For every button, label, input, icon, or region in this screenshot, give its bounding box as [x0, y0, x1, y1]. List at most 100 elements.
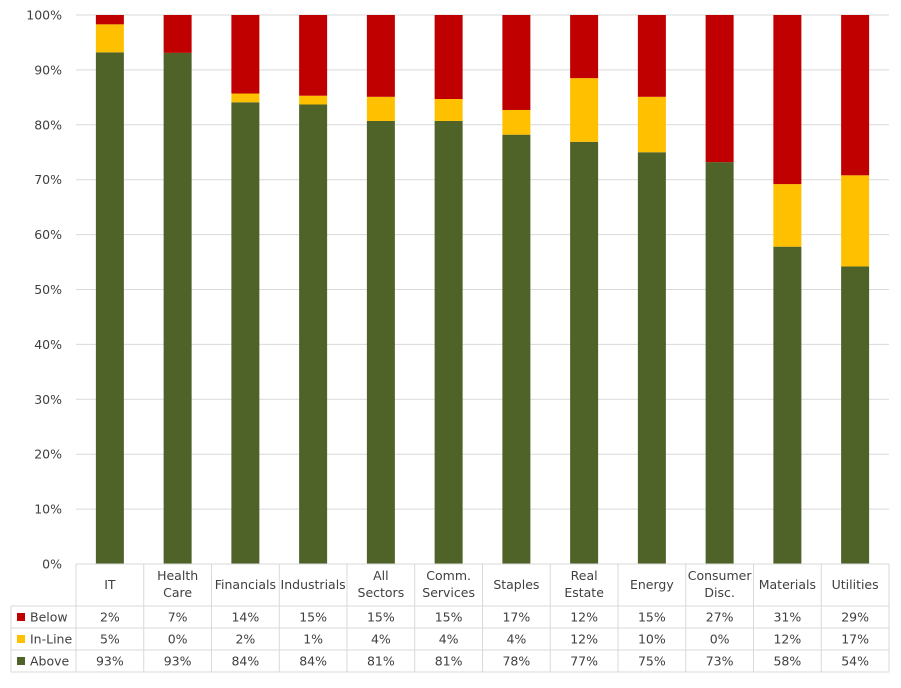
data-label: 75%	[638, 654, 666, 669]
data-label: 78%	[502, 654, 530, 669]
data-label: 4%	[439, 632, 459, 647]
bars	[95, 15, 870, 565]
legend-swatch-above	[17, 657, 25, 665]
data-label: 93%	[164, 654, 192, 669]
bar-above	[231, 102, 260, 564]
category-label: Industrials	[281, 577, 346, 592]
data-label: 58%	[773, 654, 801, 669]
bar-in-line	[841, 175, 870, 267]
category-label-line: Consumer	[688, 568, 753, 583]
y-axis-tick-labels: 0% 10% 20% 30% 40% 50% 60% 70% 80% 90% 100%	[26, 8, 62, 572]
data-label: 93%	[96, 654, 124, 669]
data-label: 12%	[570, 632, 598, 647]
data-label: 0%	[710, 632, 730, 647]
data-label: 29%	[841, 610, 869, 625]
bar-below	[637, 15, 666, 97]
data-label: 15%	[299, 610, 327, 625]
legend-label-in-line: In-Line	[30, 632, 72, 647]
bar-in-line	[231, 93, 260, 103]
bar-above	[163, 52, 192, 564]
data-label: 77%	[570, 654, 598, 669]
data-label: 12%	[570, 610, 598, 625]
data-label: 0%	[168, 632, 188, 647]
bar-in-line	[570, 78, 599, 142]
bar-below	[366, 15, 395, 97]
bar-in-line	[637, 96, 666, 153]
data-label: 15%	[367, 610, 395, 625]
bar-below	[231, 15, 260, 94]
gridlines	[76, 14, 889, 510]
category-label-line: Health	[157, 568, 198, 583]
bar-above	[366, 120, 395, 564]
category-label: Financials	[215, 577, 276, 592]
bar-above	[773, 246, 802, 565]
bar-in-line	[299, 95, 328, 105]
legend-swatch-below	[17, 613, 25, 621]
bar-below	[299, 15, 328, 96]
data-label: 4%	[506, 632, 526, 647]
bar-below	[95, 15, 124, 25]
bar-in-line	[434, 98, 463, 121]
data-label: 15%	[638, 610, 666, 625]
data-label: 10%	[638, 632, 666, 647]
data-label: 81%	[435, 654, 463, 669]
data-label: 5%	[100, 632, 120, 647]
data-label: 15%	[435, 610, 463, 625]
y-tick-label: 40%	[34, 337, 62, 352]
category-label-line: All	[373, 568, 389, 583]
bar-above	[299, 104, 328, 564]
category-label: Real Estate	[564, 568, 604, 600]
category-label: Utilities	[832, 577, 879, 592]
data-label: 84%	[299, 654, 327, 669]
y-tick-label: 20%	[34, 447, 62, 462]
y-tick-label: 0%	[42, 557, 62, 572]
bar-above	[502, 134, 531, 564]
data-label: 14%	[231, 610, 259, 625]
category-label-line: Services	[422, 585, 475, 600]
legend-swatch-in-line	[17, 635, 25, 643]
data-label: 84%	[231, 654, 259, 669]
data-label: 7%	[168, 610, 188, 625]
y-tick-label: 70%	[34, 172, 62, 187]
category-label-line: Comm.	[426, 568, 471, 583]
bar-above	[637, 152, 666, 564]
category-label-line: Disc.	[704, 585, 734, 600]
category-label-line: Sectors	[358, 585, 405, 600]
data-label: 12%	[773, 632, 801, 647]
y-tick-label: 60%	[34, 227, 62, 242]
legend-label-below: Below	[30, 610, 68, 625]
data-label: 81%	[367, 654, 395, 669]
bar-in-line	[773, 184, 802, 247]
bar-above	[95, 52, 124, 564]
category-label-line: Real	[571, 568, 598, 583]
bar-above	[434, 120, 463, 564]
bar-above	[570, 141, 599, 564]
y-tick-label: 80%	[34, 117, 62, 132]
category-label-line: Estate	[564, 585, 604, 600]
y-tick-label: 50%	[34, 282, 62, 297]
data-label: 2%	[235, 632, 255, 647]
legend-label-above: Above	[30, 654, 70, 669]
bar-below	[570, 15, 599, 79]
bar-below	[434, 15, 463, 99]
data-label: 17%	[502, 610, 530, 625]
bar-in-line	[366, 96, 395, 121]
category-label: Consumer Disc.	[688, 568, 753, 600]
category-label: IT	[104, 577, 116, 592]
data-label: 1%	[303, 632, 323, 647]
data-label: 27%	[706, 610, 734, 625]
bar-below	[705, 15, 734, 163]
data-label: 2%	[100, 610, 120, 625]
bar-in-line	[95, 24, 124, 53]
category-label: Energy	[630, 577, 674, 592]
data-label: 73%	[706, 654, 734, 669]
bar-above	[705, 162, 734, 564]
category-label: Staples	[493, 577, 539, 592]
category-label: All Sectors	[358, 568, 405, 600]
bar-below	[841, 15, 870, 176]
y-tick-label: 10%	[34, 502, 62, 517]
data-label: 17%	[841, 632, 869, 647]
bar-in-line	[502, 109, 531, 135]
data-label: 54%	[841, 654, 869, 669]
